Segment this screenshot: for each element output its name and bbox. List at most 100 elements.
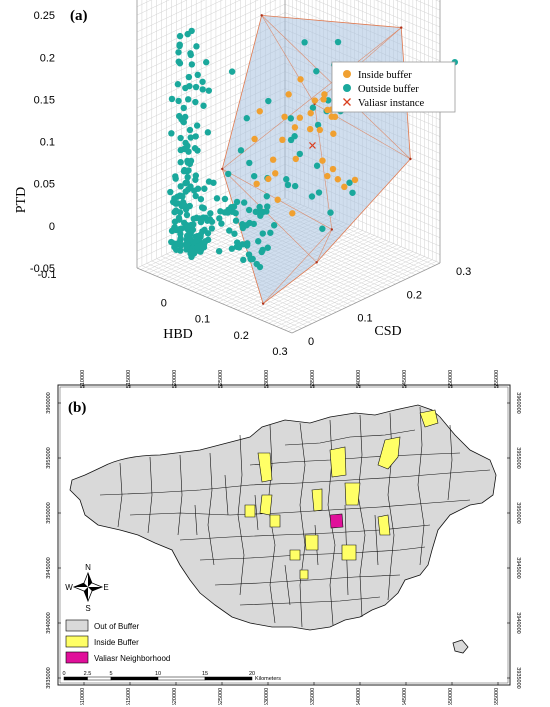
z-axis-label: PTD bbox=[14, 187, 29, 213]
outside-buffer-point bbox=[313, 162, 321, 169]
inside-buffer-point bbox=[274, 196, 281, 203]
inside-buffer-point bbox=[279, 136, 286, 144]
outside-buffer-point bbox=[194, 243, 201, 251]
hull-vertex bbox=[261, 302, 265, 305]
outside-buffer-point bbox=[187, 51, 195, 59]
bottom-coordinate-tick: 525000 bbox=[218, 688, 224, 705]
hull-edge bbox=[222, 27, 402, 170]
outside-buffer-point bbox=[190, 221, 197, 228]
outside-buffer-point bbox=[168, 95, 176, 103]
outside-buffer-point bbox=[327, 209, 334, 216]
outside-buffer-point bbox=[225, 170, 232, 178]
map-coordinate-ticks: 510000 515000 520000 525000 530000 535000 5400… bbox=[46, 370, 521, 705]
north-label: N bbox=[85, 563, 91, 572]
study-area-map: 510000 515000 520000 525000 530000 535000 5400… bbox=[46, 370, 521, 705]
grid-line bbox=[136, 0, 224, 41]
outside-buffer-point bbox=[180, 202, 188, 210]
south-label: S bbox=[85, 604, 90, 613]
grid-line bbox=[136, 0, 259, 58]
grid-line bbox=[136, 3, 286, 75]
outside-buffer-point bbox=[228, 68, 236, 75]
outside-buffer-point bbox=[226, 227, 233, 234]
grid-line bbox=[156, 258, 312, 324]
hull-vertex bbox=[221, 167, 224, 171]
x-tick-label: 0.3 bbox=[272, 346, 287, 358]
legend-swatch-inside bbox=[65, 635, 89, 648]
inside-buffer-areas bbox=[244, 409, 439, 580]
top-coordinate-tick: 555000 bbox=[494, 370, 500, 388]
outside-buffer-point bbox=[175, 97, 182, 105]
outside-buffer-point bbox=[213, 195, 221, 202]
bottom-coordinate-tick: 550000 bbox=[448, 688, 454, 705]
x-tick-label: 0.2 bbox=[234, 330, 249, 342]
outside-buffer-point bbox=[291, 182, 299, 190]
hull-vertex bbox=[409, 157, 412, 161]
outside-buffer-point bbox=[172, 200, 179, 207]
outside-buffer-point bbox=[204, 129, 212, 136]
outside-buffer-point bbox=[216, 215, 223, 222]
top-coordinate-tick: 510000 bbox=[80, 370, 86, 388]
inside-buffer-point bbox=[272, 170, 279, 177]
outside-buffer-point bbox=[180, 118, 187, 126]
top-coordinate-tick: 520000 bbox=[172, 370, 178, 388]
outside-buffer-point bbox=[264, 244, 271, 251]
y-axis-label: CSD bbox=[374, 324, 401, 339]
top-coordinate-tick: 515000 bbox=[126, 370, 132, 388]
outside-buffer-point bbox=[296, 150, 304, 158]
z-tick-label: -0.05 bbox=[30, 263, 55, 275]
top-coordinate-tick: 530000 bbox=[264, 370, 270, 388]
legend-label-out: Out of Buffer bbox=[94, 622, 140, 631]
legend: Inside buffer Outside buffer Valiasr ins… bbox=[331, 61, 456, 113]
z-tick-label: 0.2 bbox=[40, 52, 55, 64]
scale-bar-segment bbox=[63, 676, 88, 681]
compass-fill-icon bbox=[74, 573, 102, 601]
outside-buffer-point bbox=[183, 211, 191, 219]
legend-marker-valiasr bbox=[343, 98, 351, 106]
inside-buffer-point bbox=[307, 109, 314, 117]
outside-buffer-point bbox=[188, 253, 195, 261]
right-coordinate-tick: 3940000 bbox=[515, 612, 521, 633]
scale-bar-unit: Kilometers bbox=[255, 676, 281, 682]
z-tick-label: 0 bbox=[49, 221, 55, 233]
outside-buffer-point bbox=[210, 179, 217, 186]
x-axis-label: HBD bbox=[163, 327, 193, 342]
outside-buffer-point bbox=[265, 97, 272, 105]
left-coordinate-tick: 3935000 bbox=[46, 667, 52, 688]
outside-buffer-point bbox=[177, 230, 184, 238]
valiasr-instance-marker bbox=[309, 142, 316, 149]
hull-vertex bbox=[330, 228, 334, 231]
inside-buffer-point bbox=[281, 113, 288, 121]
outside-buffer-point bbox=[192, 133, 199, 140]
outside-buffer-point bbox=[218, 220, 225, 227]
outside-buffer-point bbox=[257, 212, 264, 219]
scale-bar-segment bbox=[204, 676, 253, 681]
scatter-3d-plot: (a) -0.0500.050.10.150.20.2500.10.20.3-0… bbox=[14, 0, 471, 358]
outside-buffer-point bbox=[199, 78, 206, 85]
outside-buffer-point bbox=[182, 84, 189, 92]
grid-line bbox=[176, 249, 332, 315]
outside-buffer-point bbox=[176, 41, 183, 48]
grid-line bbox=[334, 0, 441, 45]
top-coordinate-tick: 535000 bbox=[310, 370, 316, 388]
outside-buffer-point bbox=[175, 214, 183, 222]
inside-buffer-point bbox=[316, 126, 324, 134]
outside-buffer-point bbox=[204, 230, 212, 237]
map-inner-frame bbox=[59, 386, 509, 684]
outside-buffer-point bbox=[187, 183, 194, 190]
outside-buffer-point bbox=[246, 159, 253, 167]
outside-buffer-point bbox=[263, 208, 270, 215]
north-arrow: N S E W bbox=[65, 563, 108, 613]
inside-buffer-point bbox=[251, 135, 258, 143]
y-tick-label: 0.2 bbox=[407, 289, 422, 301]
outside-buffer-point bbox=[192, 98, 199, 106]
outside-buffer-point bbox=[192, 176, 199, 183]
outside-buffer-point bbox=[181, 166, 188, 174]
outside-buffer-point bbox=[228, 245, 236, 252]
outside-buffer-point bbox=[203, 59, 210, 66]
outside-buffer-point bbox=[309, 104, 317, 111]
outside-buffer-point bbox=[235, 244, 243, 251]
inside-buffer-point bbox=[289, 210, 296, 217]
outside-buffer-point bbox=[167, 188, 174, 196]
